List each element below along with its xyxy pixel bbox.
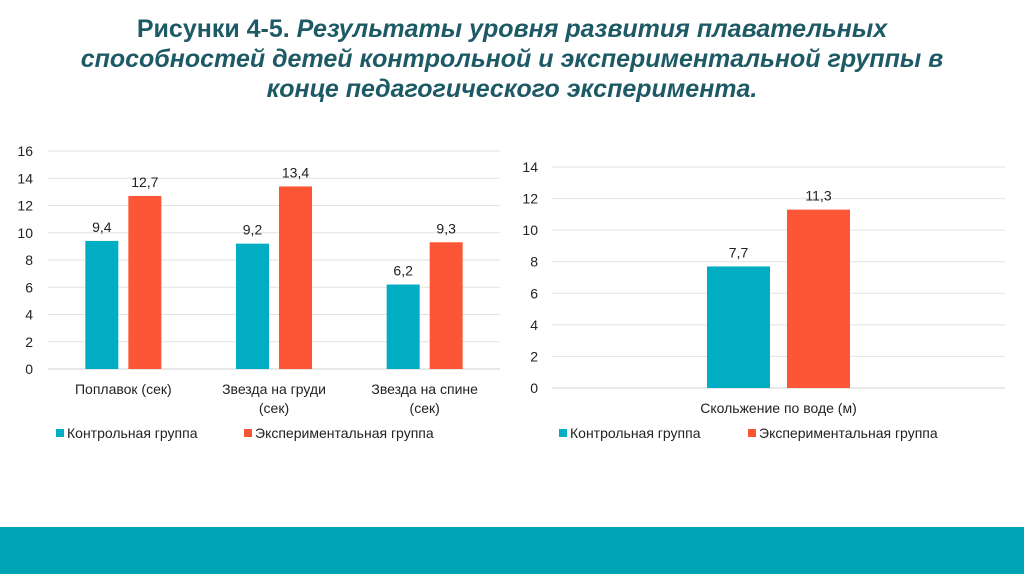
slide-title: Рисунки 4-5. Результаты уровня развития … [0, 14, 1024, 104]
legend-label: Контрольная группа [67, 425, 198, 441]
bar-control [85, 240, 119, 369]
bar-experimental [279, 186, 312, 369]
chart-1: 0 2 4 6 8 10 12 14 16 9,4 12,7 Поплавок (сек) 9,2 13,… [17, 143, 500, 441]
chart-2: 0 2 4 6 8 10 12 14 7,7 11,3 Скольжение по воде (м)… [522, 159, 1005, 441]
y-tick-label: 4 [530, 317, 538, 333]
legend-swatch [748, 429, 756, 437]
y-tick-label: 8 [530, 254, 538, 270]
legend-label: Экспериментальная группа [759, 425, 938, 441]
y-tick-label: 16 [17, 143, 33, 159]
data-label: 6,2 [393, 263, 413, 279]
data-label: 7,7 [729, 244, 749, 260]
y-tick-label: 2 [25, 334, 33, 350]
x-category-label: (сек) [410, 400, 440, 416]
x-category-label: Звезда на груди [222, 381, 326, 397]
y-tick-label: 6 [530, 285, 538, 301]
bar-experimental [429, 242, 463, 369]
x-category-label: Звезда на спине [371, 381, 478, 397]
data-label: 9,2 [243, 222, 263, 238]
y-tick-label: 14 [17, 170, 33, 186]
y-tick-label: 0 [530, 380, 538, 396]
legend-swatch [56, 429, 64, 437]
y-tick-label: 4 [25, 307, 33, 323]
bar-control [707, 266, 770, 388]
bar-control [236, 243, 269, 369]
legend-label: Экспериментальная группа [255, 425, 434, 441]
x-category-label: Скольжение по воде (м) [700, 400, 857, 416]
title-line-1: Результаты уровня развития плавательных [289, 15, 888, 43]
y-tick-label: 10 [522, 222, 538, 238]
bar-control [386, 284, 420, 369]
y-tick-label: 12 [522, 191, 538, 207]
data-label: 13,4 [282, 164, 309, 180]
legend-swatch [244, 429, 252, 437]
y-tick-label: 8 [25, 252, 33, 268]
x-category-label: (сек) [259, 400, 289, 416]
bar-experimental [128, 195, 162, 369]
data-label: 12,7 [131, 174, 158, 190]
footer-band [0, 527, 1024, 574]
data-label: 9,3 [436, 220, 456, 236]
title-line-3: конце педагогического эксперимента. [266, 75, 758, 103]
title-prefix: Рисунки 4-5. [136, 15, 290, 43]
legend-label: Контрольная группа [570, 425, 701, 441]
y-tick-label: 2 [530, 348, 538, 364]
bar-experimental [787, 209, 850, 388]
y-tick-label: 12 [17, 198, 33, 214]
data-label: 9,4 [92, 219, 112, 235]
data-label: 11,3 [805, 188, 831, 204]
x-category-label: Поплавок (сек) [75, 381, 172, 397]
legend-swatch [559, 429, 567, 437]
y-tick-label: 14 [522, 159, 538, 175]
y-tick-label: 0 [25, 361, 33, 377]
y-tick-label: 6 [25, 279, 33, 295]
title-line-2: способностей детей контрольной и экспери… [80, 45, 944, 73]
y-tick-label: 10 [17, 225, 33, 241]
